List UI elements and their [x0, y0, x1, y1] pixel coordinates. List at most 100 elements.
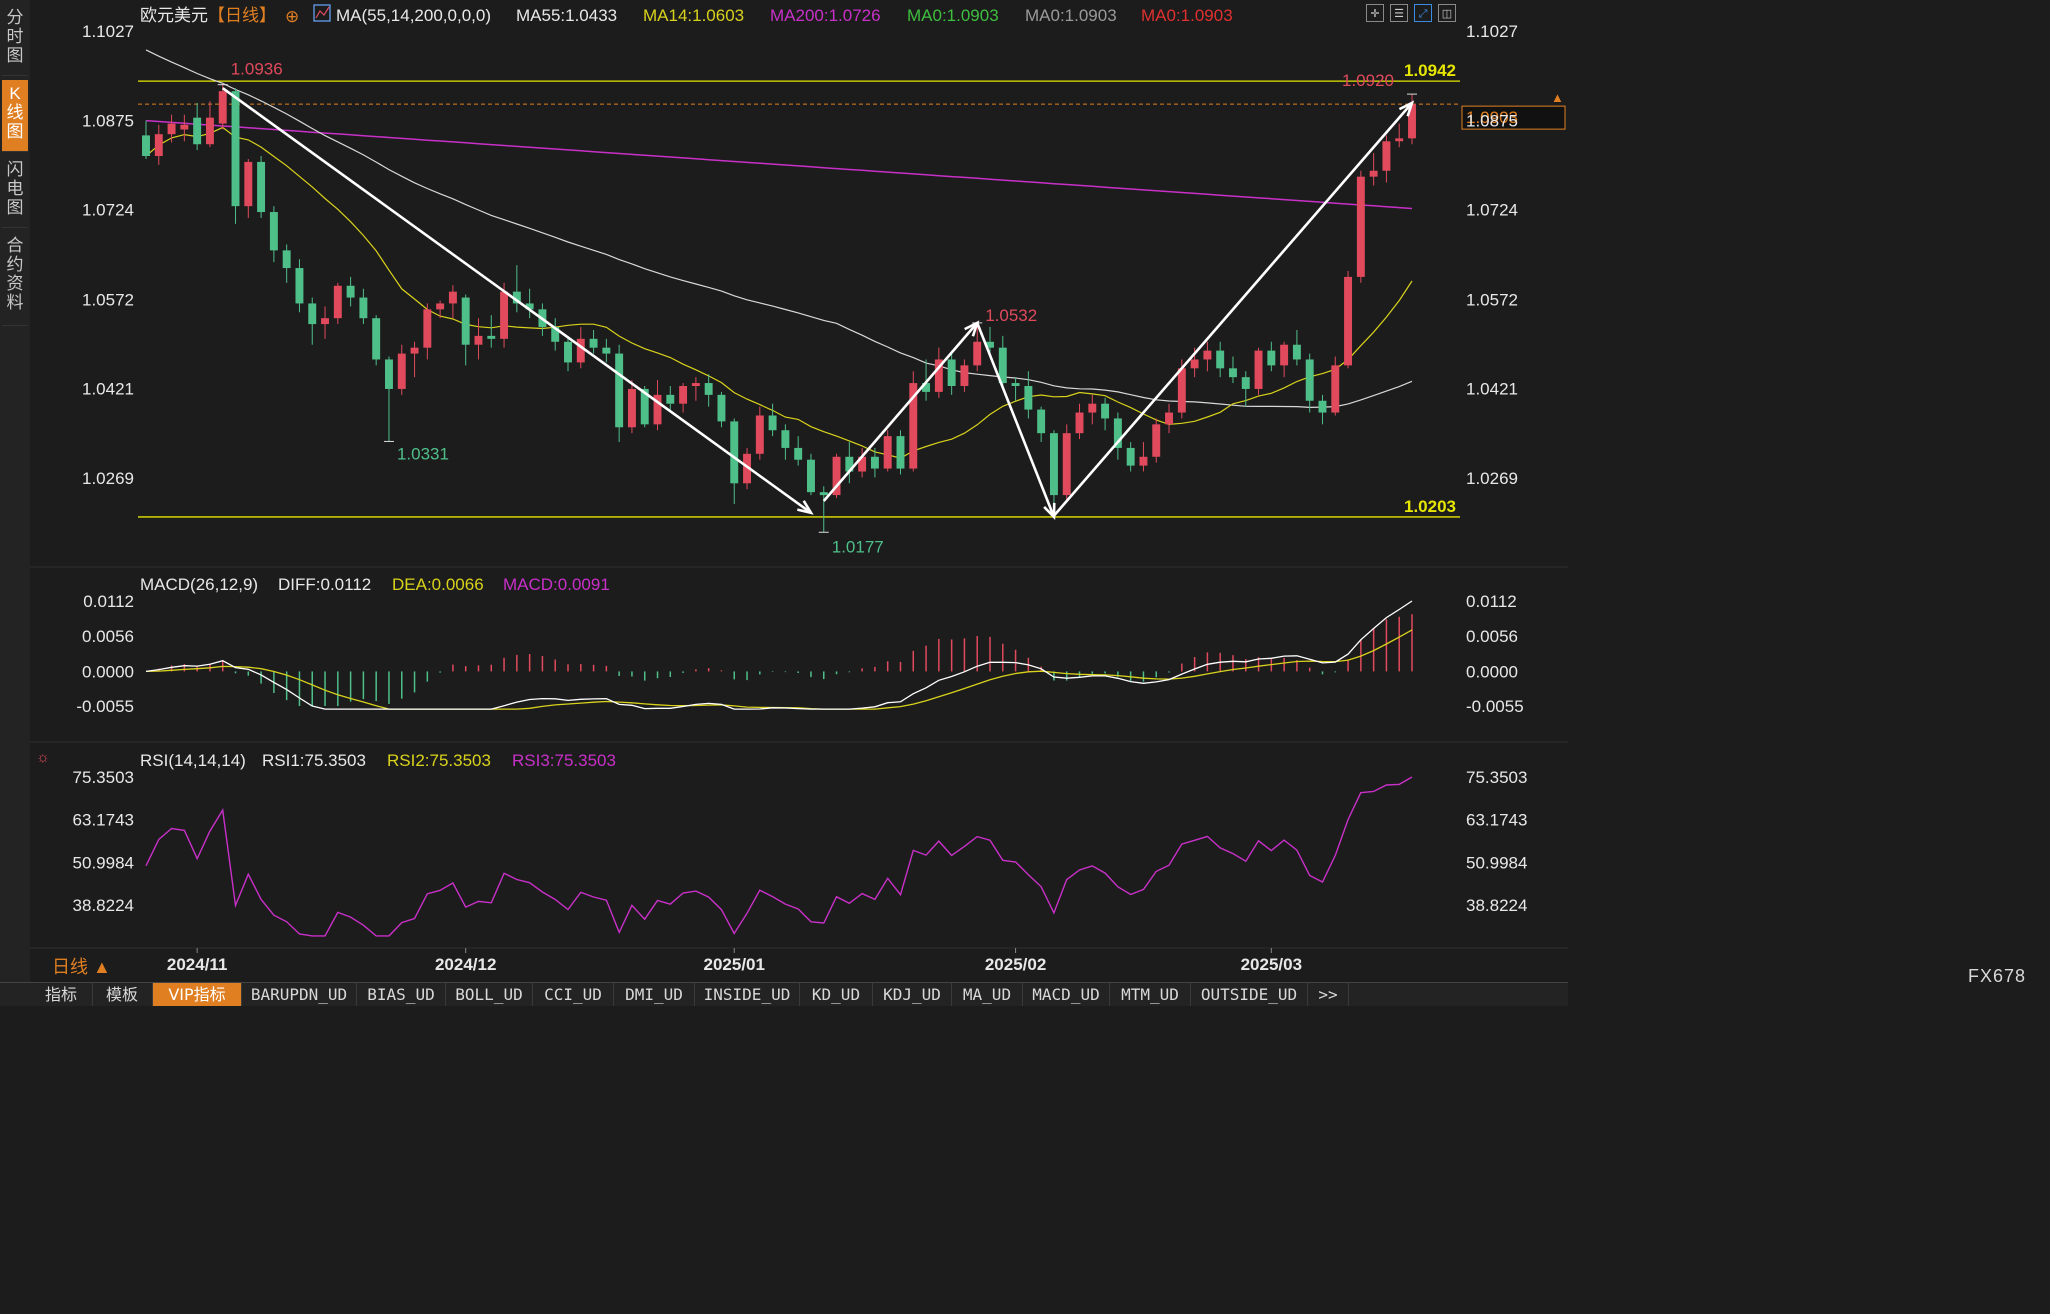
candle-body	[1190, 359, 1199, 369]
settings-icon[interactable]: ⊕	[285, 7, 299, 26]
macd-dea-line	[145, 629, 1413, 710]
candle-body	[1126, 447, 1135, 466]
tab-cci[interactable]: CCI_UD	[533, 983, 614, 1006]
candle-body	[922, 383, 931, 392]
candle-body	[1113, 418, 1122, 448]
tab-mtm[interactable]: MTM_UD	[1110, 983, 1191, 1006]
candle-body	[576, 338, 585, 363]
tab-vip-indicators[interactable]: VIP指标	[153, 983, 242, 1006]
ma-indicator-icon[interactable]	[313, 4, 331, 22]
macd-diff: DIFF:0.0112	[278, 575, 371, 594]
date-axis-label: 2025/02	[985, 955, 1046, 974]
candle-body	[627, 388, 636, 428]
candle-body	[883, 436, 892, 469]
fullscreen-icon[interactable]: ⤢	[1414, 4, 1432, 22]
candle-body	[487, 335, 496, 339]
level-label: 1.0942	[1404, 61, 1456, 80]
candle-body	[1292, 344, 1301, 360]
price-axis-label-right: 1.0421	[1466, 379, 1518, 398]
tab-kd[interactable]: KD_UD	[800, 983, 873, 1006]
candle-body	[1139, 456, 1148, 466]
crosshair-icon[interactable]: ✛	[1366, 4, 1384, 22]
candle-body	[205, 117, 214, 145]
candle-body	[730, 421, 739, 484]
header-ma0-green: MA0:1.0903	[907, 6, 999, 25]
tab-templates[interactable]: 模板	[92, 983, 153, 1006]
tab-ma[interactable]: MA_UD	[952, 983, 1023, 1006]
ma14-line	[145, 126, 1413, 459]
chart-settings-icon[interactable]: ☰	[1390, 4, 1408, 22]
candle-body	[768, 415, 777, 431]
candle-body	[1280, 344, 1289, 366]
candle-body	[295, 268, 304, 304]
tab-macd[interactable]: MACD_UD	[1023, 983, 1110, 1006]
macd-axis-label-left: 0.0112	[83, 592, 134, 611]
header-ma-params: MA(55,14,200,0,0,0)	[336, 6, 491, 25]
candle-body	[551, 327, 560, 342]
candle-body	[359, 297, 368, 319]
candle-body	[410, 347, 419, 354]
tab-more[interactable]: >>	[1308, 983, 1349, 1006]
extreme-label: 1.0331	[397, 444, 449, 463]
candle-body	[1152, 424, 1161, 457]
price-axis-label-left: 1.0724	[82, 201, 134, 220]
macd-dea: DEA:0.0066	[392, 575, 484, 594]
candle-body	[1101, 403, 1110, 419]
extreme-label: 1.0532	[985, 306, 1037, 325]
candle-body	[1395, 138, 1404, 142]
tab-bias[interactable]: BIAS_UD	[357, 983, 446, 1006]
candle-body	[1088, 403, 1097, 413]
ma-indicator-icon-line	[315, 6, 330, 19]
candle-body	[602, 347, 611, 354]
tab-kdj[interactable]: KDJ_UD	[873, 983, 952, 1006]
rsi-axis-label-right: 63.1743	[1466, 811, 1527, 830]
header-ma200: MA200:1.0726	[770, 6, 881, 25]
candle-body	[564, 341, 572, 363]
candle-body	[986, 341, 994, 348]
candle-body	[525, 303, 534, 310]
split-view-icon[interactable]: ◫	[1438, 4, 1456, 22]
candle-body	[512, 291, 521, 304]
sidebar-item-contract[interactable]: 合约资料	[2, 232, 28, 326]
candle-body	[1305, 359, 1314, 401]
date-axis-label: 2025/03	[1241, 955, 1302, 974]
ma200-line	[145, 119, 1413, 210]
tab-indicators[interactable]: 指标	[30, 983, 93, 1006]
tab-dmi[interactable]: DMI_UD	[614, 983, 695, 1006]
period-label[interactable]: 日线 ▲	[52, 957, 111, 977]
trend-arrow-up	[1052, 102, 1413, 517]
candle-body	[333, 285, 342, 319]
candle-body	[1011, 383, 1020, 387]
tab-outside[interactable]: OUTSIDE_UD	[1191, 983, 1308, 1006]
candle-body	[1408, 104, 1416, 139]
candle-body	[691, 383, 700, 387]
sidebar-item-flash[interactable]: 闪电图	[2, 156, 28, 228]
date-axis-label: 2025/01	[704, 955, 765, 974]
sun-icon[interactable]: ☼	[36, 749, 50, 766]
price-axis-label-left: 1.0875	[82, 112, 134, 131]
sidebar-item-kline[interactable]: K线图	[2, 80, 28, 152]
tab-barupdn[interactable]: BARUPDN_UD	[242, 983, 357, 1006]
candle-body	[321, 318, 329, 325]
price-axis-label-left: 1.0572	[82, 290, 134, 309]
tab-boll[interactable]: BOLL_UD	[446, 983, 533, 1006]
candle-body	[589, 338, 598, 348]
candle-body	[832, 456, 841, 496]
candle-body	[372, 318, 381, 360]
chart-area[interactable]: 1.0942 1.0203 1.0903 ▲ 1.0936 1.0331 1.0177 1.…	[30, 0, 1568, 982]
trend-arrow-down-head	[797, 500, 814, 515]
tab-inside[interactable]: INSIDE_UD	[695, 983, 800, 1006]
rsi1: RSI1:75.3503	[262, 751, 366, 770]
candle-body	[1382, 141, 1391, 171]
trend-arrow-down	[976, 322, 1056, 518]
candle-body	[142, 135, 150, 157]
rsi2: RSI2:75.3503	[387, 751, 491, 770]
macd-axis-label-left: -0.0055	[76, 697, 134, 716]
rsi-axis-label-left: 38.8224	[73, 896, 134, 915]
extreme-label: 1.0920	[1342, 71, 1394, 90]
candle-body	[781, 430, 790, 448]
candle-body	[653, 394, 662, 425]
date-axis-label: 2024/11	[167, 955, 228, 974]
sidebar-item-timeshare[interactable]: 分时图	[2, 4, 28, 76]
candle-body	[896, 436, 905, 469]
